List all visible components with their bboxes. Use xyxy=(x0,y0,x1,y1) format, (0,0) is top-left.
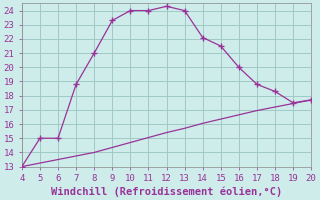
X-axis label: Windchill (Refroidissement éolien,°C): Windchill (Refroidissement éolien,°C) xyxy=(51,186,282,197)
